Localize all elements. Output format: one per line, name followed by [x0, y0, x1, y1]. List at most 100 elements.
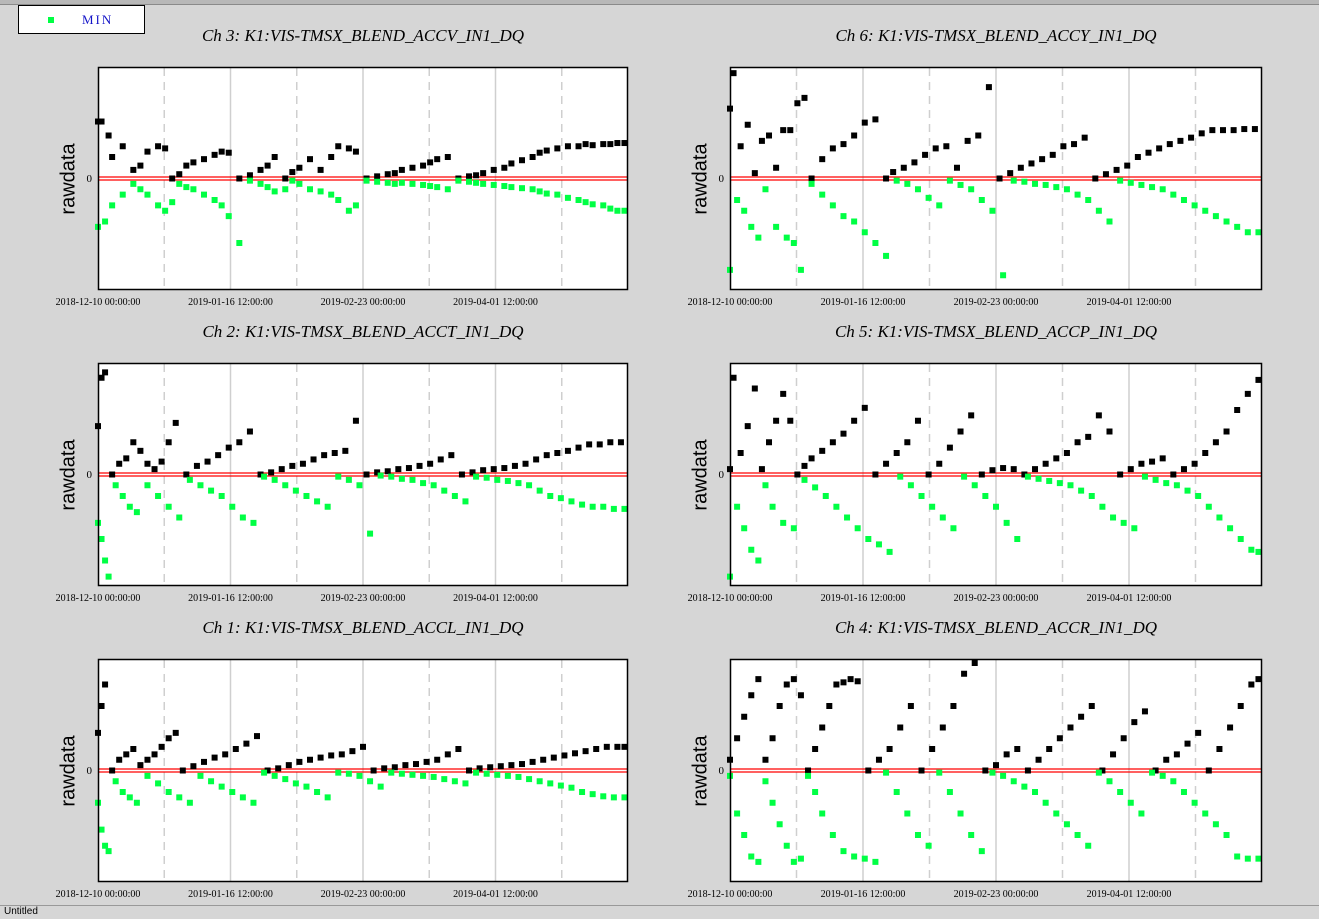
min-data-point: [819, 810, 826, 817]
max-data-point: [434, 756, 441, 763]
max-data-point: [1223, 428, 1230, 435]
max-data-point: [769, 735, 776, 742]
status-bar: Untitled: [0, 905, 1319, 919]
max-data-point: [243, 740, 250, 747]
min-data-point: [600, 202, 607, 209]
min-data-point: [1212, 213, 1219, 220]
min-data-point: [303, 783, 310, 790]
max-data-point: [328, 154, 335, 160]
max-data-point: [1067, 724, 1074, 731]
max-data-point: [1053, 455, 1060, 462]
max-data-point: [918, 767, 925, 774]
max-data-point: [172, 729, 179, 736]
min-data-point: [844, 514, 851, 521]
max-data-point: [360, 743, 366, 750]
max-data-point: [1173, 751, 1180, 758]
min-data-point: [769, 503, 776, 510]
max-data-point: [183, 471, 190, 478]
max-data-point: [819, 447, 826, 454]
min-data-point: [1244, 229, 1251, 236]
max-data-point: [158, 458, 165, 465]
max-data-point: [1099, 767, 1106, 774]
max-data-point: [395, 466, 402, 473]
max-data-point: [1166, 141, 1173, 148]
x-tick-label: 2019-04-01 12:00:00: [453, 297, 538, 308]
max-data-point: [310, 456, 317, 463]
min-data-point: [466, 178, 472, 185]
min-data-point: [1014, 536, 1021, 542]
min-data-point: [462, 498, 469, 505]
min-data-point: [971, 482, 978, 489]
max-data-point: [801, 462, 808, 469]
max-data-point: [487, 764, 494, 771]
max-data-point: [264, 767, 271, 774]
max-data-point: [1095, 412, 1102, 419]
max-data-point: [225, 444, 232, 451]
max-data-point: [384, 468, 391, 475]
max-data-point: [345, 145, 352, 152]
max-data-point: [783, 681, 790, 688]
max-data-point: [165, 439, 172, 446]
max-data-point: [268, 469, 275, 476]
max-data-point: [536, 149, 543, 156]
y-axis-label: rawdata: [57, 438, 80, 511]
min-data-point: [982, 493, 989, 499]
min-data-point: [1255, 229, 1262, 236]
max-data-point: [119, 143, 126, 150]
max-data-point: [158, 743, 165, 750]
max-data-point: [840, 141, 847, 148]
chart-title: Ch 2: K1:VIS-TMSX_BLEND_ACCT_IN1_DQ: [202, 322, 524, 341]
max-data-point: [254, 733, 260, 740]
min-data-point: [547, 493, 554, 499]
min-data-point: [797, 855, 804, 862]
legend-swatch-min: [48, 17, 54, 23]
min-data-point: [186, 476, 193, 483]
min-data-point: [950, 525, 957, 532]
max-data-point: [1170, 471, 1177, 478]
min-data-point: [812, 789, 819, 795]
max-data-point: [1017, 164, 1024, 171]
min-data-point: [1195, 493, 1202, 499]
min-data-point: [388, 769, 395, 776]
max-data-point: [957, 428, 964, 435]
min-data-point: [1024, 473, 1031, 480]
min-data-point: [126, 794, 133, 801]
min-data-point: [1067, 482, 1074, 489]
plot-area: [95, 66, 629, 291]
min-data-point: [246, 177, 253, 184]
min-data-point: [384, 179, 391, 186]
max-data-point: [501, 164, 508, 171]
min-data-point: [169, 199, 176, 206]
legend-label-min: MIN: [82, 12, 114, 27]
max-data-point: [102, 369, 109, 376]
max-data-point: [137, 762, 144, 769]
min-data-point: [883, 252, 890, 259]
min-data-point: [119, 493, 126, 499]
plot-area: [727, 362, 1263, 587]
max-data-point: [137, 162, 144, 169]
min-data-point: [961, 473, 968, 480]
max-data-point: [614, 140, 621, 147]
max-data-point: [829, 145, 836, 152]
min-data-point: [1074, 832, 1081, 838]
x-tick-label: 2019-04-01 12:00:00: [1086, 297, 1172, 308]
max-data-point: [144, 460, 151, 467]
max-data-point: [162, 145, 169, 152]
min-data-point: [1074, 191, 1081, 198]
legend-box: MIN: [18, 5, 145, 34]
min-data-point: [155, 202, 162, 209]
max-data-point: [1195, 729, 1202, 736]
min-data-point: [557, 782, 564, 789]
min-data-point: [144, 482, 151, 489]
max-data-point: [993, 762, 999, 769]
min-data-point: [808, 180, 815, 187]
max-data-point: [964, 137, 971, 144]
max-data-point: [130, 746, 137, 752]
min-data-point: [197, 482, 204, 489]
max-data-point: [971, 660, 978, 666]
x-tick-label: 2019-02-23 00:00:00: [953, 889, 1039, 900]
max-data-point: [165, 735, 172, 742]
min-data-point: [812, 484, 819, 491]
max-data-point: [275, 765, 282, 772]
max-data-point: [335, 143, 342, 150]
